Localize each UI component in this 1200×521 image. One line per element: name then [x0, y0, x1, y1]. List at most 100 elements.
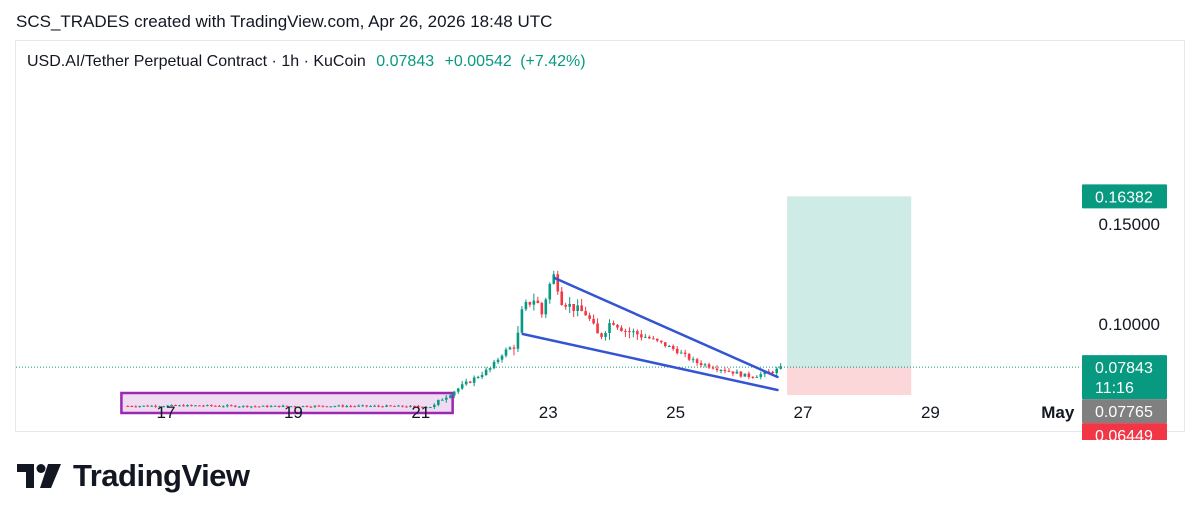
consolidation-range-box[interactable]	[120, 391, 454, 415]
candle-body	[206, 404, 209, 406]
candle-body	[624, 330, 627, 332]
position-loss-zone[interactable]	[787, 367, 912, 396]
candle-body	[628, 331, 631, 333]
candle-body	[178, 405, 181, 407]
candle-body	[540, 302, 544, 315]
price-axis-tick-label: 0.10000	[1099, 315, 1160, 334]
candle-body	[237, 406, 241, 408]
symbol-title: USD.AI/Tether Perpetual Contract · 1h · …	[27, 53, 366, 70]
candle-body	[472, 377, 476, 383]
falling-wedge-upper-trendline[interactable]	[553, 276, 779, 379]
candle-body	[425, 407, 428, 409]
candle-body	[747, 373, 751, 377]
candle-body	[556, 274, 560, 292]
candle-body	[496, 359, 500, 362]
time-axis-tick-label: 17	[157, 403, 176, 422]
candle-body	[552, 274, 556, 284]
candle-body	[369, 406, 372, 408]
candle-body	[751, 376, 755, 378]
candle-body	[759, 374, 763, 377]
candle-body	[357, 405, 360, 407]
candle-body	[644, 336, 647, 338]
candle-body	[222, 406, 225, 408]
candle-body	[210, 404, 213, 406]
candle-body	[719, 369, 723, 371]
symbol-legend[interactable]: USD.AI/Tether Perpetual Contract · 1h · …	[27, 53, 586, 71]
position-profit-zone[interactable]	[787, 196, 912, 368]
time-axis-tick-label: 27	[794, 403, 813, 422]
falling-wedge-lower-trendline[interactable]	[521, 332, 779, 392]
candle-body	[269, 406, 273, 408]
candle-body	[381, 406, 384, 408]
tradingview-logo[interactable]: TradingView	[17, 458, 250, 494]
candle-body	[174, 404, 177, 406]
time-axis[interactable]: 17 19 21 23 25 27 29 May	[157, 403, 1075, 422]
bar-countdown-label: 11:16	[1095, 380, 1134, 397]
candle-body	[492, 361, 496, 369]
chart-caption: SCS_TRADES created with TradingView.com,…	[16, 12, 553, 31]
candle-body	[456, 388, 460, 392]
candle-body	[433, 404, 436, 408]
price-chart[interactable]: 17 19 21 23 25 27 29 May 0.15000 0.10000 0.16382…	[0, 0, 1200, 440]
candle-body	[429, 407, 432, 409]
price-axis-tick-label: 0.15000	[1099, 215, 1160, 234]
candle-body	[584, 311, 587, 316]
candle-body	[460, 384, 464, 389]
candle-body	[504, 349, 508, 356]
candle-body	[154, 405, 157, 407]
candle-body	[377, 405, 380, 407]
candle-body	[142, 405, 146, 407]
price-badge	[1082, 399, 1167, 424]
candle-body	[464, 381, 468, 385]
candle-body	[444, 397, 448, 400]
candle-body	[214, 405, 217, 407]
candle-body	[365, 405, 368, 407]
candle-body	[361, 405, 364, 407]
candle-body	[452, 391, 456, 396]
candle-body	[301, 405, 305, 407]
candle-body	[532, 300, 536, 305]
candle-body	[437, 399, 440, 405]
candle-body	[341, 405, 345, 407]
candle-body	[667, 346, 671, 348]
candle-body	[648, 336, 651, 339]
candle-body	[683, 352, 687, 354]
candle-body	[775, 368, 779, 374]
candle-body	[285, 405, 289, 407]
candle-body	[385, 405, 388, 407]
candle-body	[512, 347, 516, 349]
candle-body	[405, 406, 408, 408]
price-badge-label: 0.06449	[1095, 428, 1153, 440]
candle-body	[608, 323, 611, 333]
candle-body	[536, 300, 540, 303]
candle-body	[333, 406, 337, 408]
candle-body	[146, 405, 149, 407]
candle-body	[600, 333, 603, 337]
candle-body	[409, 405, 412, 407]
price-badge-label: 0.16382	[1095, 189, 1153, 206]
candle-body	[707, 364, 711, 368]
price-axis[interactable]: 0.15000 0.10000	[1099, 215, 1160, 334]
candle-body	[130, 406, 134, 408]
candle-body	[663, 342, 667, 347]
candle-body	[580, 305, 583, 312]
long-position-tool[interactable]	[787, 196, 912, 396]
candle-body	[261, 405, 265, 407]
candle-body	[568, 303, 571, 307]
candle-body	[401, 405, 404, 407]
candle-body	[671, 346, 675, 349]
candle-body	[265, 405, 269, 407]
candle-body	[576, 305, 579, 311]
price-axis-labels: 0.16382 0.07843 11:16 0.07765 0.06449	[1082, 184, 1167, 440]
time-axis-tick-label: 25	[666, 403, 685, 422]
price-badge-label: 0.07765	[1095, 404, 1153, 421]
candle-body	[194, 405, 197, 407]
tradingview-logo-icon	[17, 464, 61, 488]
candle-body	[245, 405, 249, 408]
candle-body	[329, 406, 333, 408]
candle-body	[620, 327, 623, 331]
candle-body	[317, 405, 321, 407]
candle-body	[711, 367, 715, 369]
time-axis-tick-label: 29	[921, 403, 940, 422]
candles	[126, 270, 783, 409]
